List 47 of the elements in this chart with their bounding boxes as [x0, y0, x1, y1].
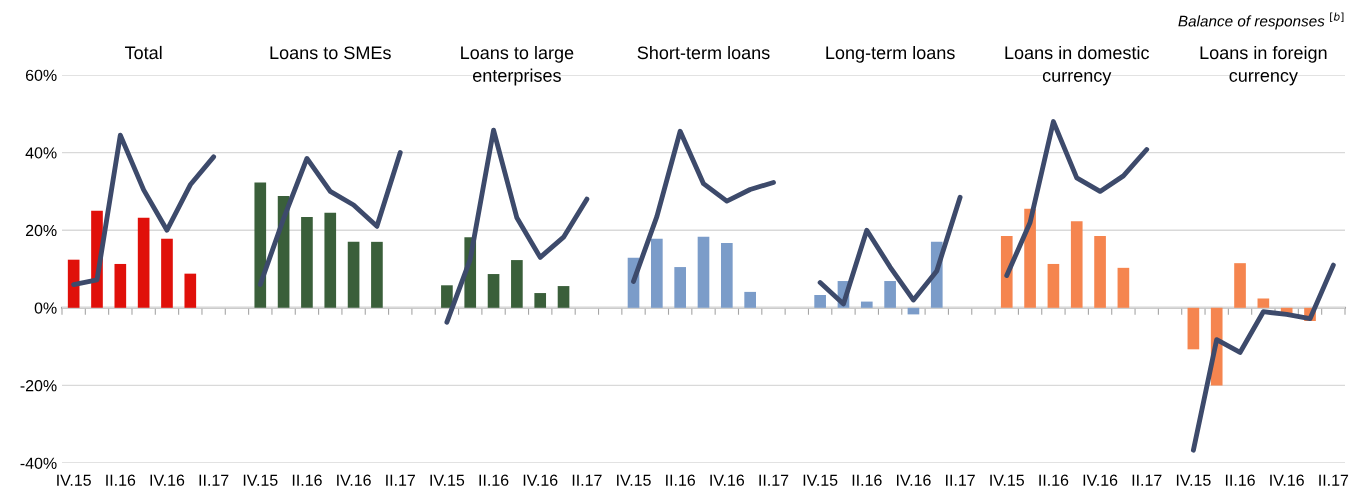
bar — [1187, 307, 1200, 350]
x-tick-label: II.17 — [572, 474, 602, 486]
y-tick-label: -20% — [20, 380, 57, 392]
x-tick-label: IV.15 — [430, 474, 465, 486]
x-tick-label: IV.15 — [57, 474, 91, 486]
bar — [1117, 267, 1130, 308]
x-tick-label: IV.16 — [337, 474, 371, 486]
x-tick-label: IV.16 — [1270, 474, 1304, 486]
text: Loans to SMEs — [270, 46, 391, 60]
x-tick-label: II.16 — [479, 474, 509, 486]
y-tick-label: 40% — [25, 147, 57, 159]
x-tick-label: IV.15 — [803, 474, 838, 486]
x-tick-label: IV.15 — [617, 474, 651, 486]
annotation: Loans in foreign currency — [1200, 45, 1327, 86]
x-tick-label: IV.15 — [243, 474, 278, 486]
x-tick-label: IV.16 — [523, 474, 558, 486]
x-tick-label: II.16 — [292, 474, 322, 486]
y-tick-label: 60% — [25, 69, 57, 81]
text: Short-term loans — [637, 45, 770, 60]
y-tick-label: 20% — [25, 224, 57, 237]
text: Balance of responses $^{[b]}$ — [1178, 12, 1344, 30]
y-tick-label: 0% — [34, 302, 57, 314]
x-tick-label: IV.16 — [897, 474, 931, 486]
bar — [1234, 263, 1246, 308]
x-tick-label: II.16 — [852, 474, 882, 486]
text: Long-term loans — [826, 45, 955, 63]
x-tick-label: II.17 — [1319, 474, 1349, 486]
x-tick-label: IV.15 — [1176, 474, 1211, 486]
y-tick-label: -40% — [20, 457, 57, 469]
x-tick-label: II.17 — [386, 474, 415, 486]
x-tick-label: IV.16 — [710, 474, 745, 486]
text: Total — [124, 45, 162, 60]
annotation: Loans to large enterprises — [461, 45, 574, 86]
bar — [744, 291, 756, 308]
annotation: Loans in domestic currency — [1005, 45, 1150, 86]
x-tick-label: IV.16 — [150, 474, 185, 486]
x-tick-label: II.17 — [199, 474, 229, 486]
x-tick-label: II.16 — [1039, 474, 1069, 486]
x-tick-label: II.17 — [1132, 474, 1162, 486]
x-tick-label: II.17 — [759, 474, 789, 486]
x-tick-label: II.16 — [666, 474, 696, 486]
x-tick-label: II.17 — [946, 474, 975, 486]
bar — [1257, 298, 1270, 308]
x-tick-label: IV.15 — [990, 474, 1024, 486]
x-tick-label: II.16 — [1225, 474, 1255, 486]
x-tick-label: IV.16 — [1083, 474, 1118, 486]
x-tick-label: II.16 — [106, 474, 136, 486]
